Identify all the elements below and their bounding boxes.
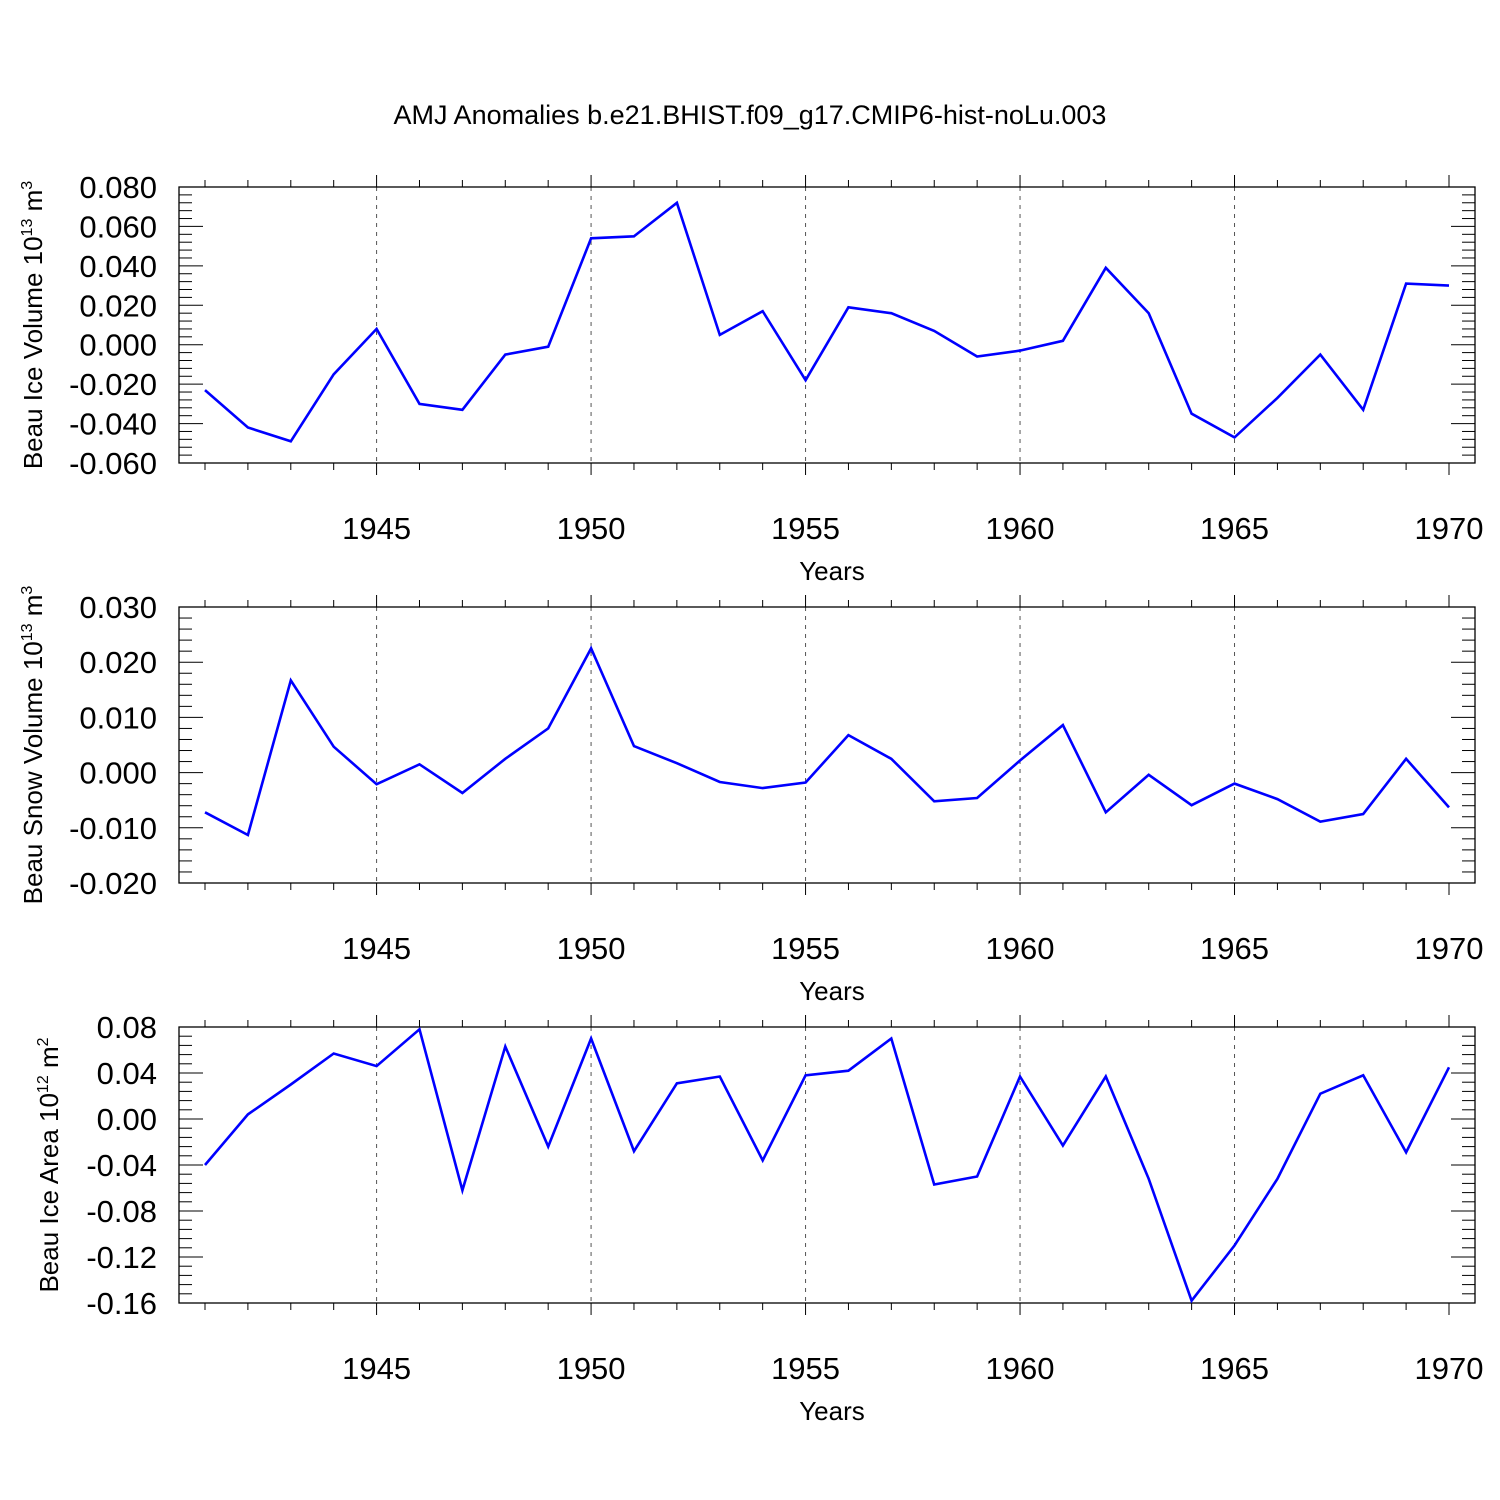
x-tick-label: 1950: [557, 1351, 626, 1386]
panel-2: -0.020 -0.010 0.000 0.010 0.020 0.030 1945 1950…: [18, 586, 1483, 1006]
y-tick-label: 0.020: [79, 288, 157, 323]
y-axis-title-part: Beau Ice Volume 10: [18, 236, 48, 469]
y-tick-label: 0.00: [97, 1102, 157, 1137]
plot-frame: [178, 186, 1476, 464]
y-axis-title-part: m: [34, 1046, 64, 1075]
y-axis-title-part: Beau Ice Area 10: [34, 1093, 64, 1292]
y-tick-label: 0.080: [79, 170, 157, 205]
x-tick-label: 1955: [771, 1351, 840, 1386]
panel-3: -0.16 -0.12 -0.08 -0.04 0.00 0.04 0.08 1945 1950…: [34, 1010, 1483, 1426]
y-tick-label: -0.060: [69, 446, 157, 481]
y-tick-label: -0.04: [86, 1148, 157, 1183]
y-tick-label: -0.020: [69, 866, 157, 901]
y-axis-title-part: 2: [35, 1037, 52, 1046]
x-axis-title: Years: [799, 976, 865, 1006]
y-axis-title-part: 13: [19, 219, 36, 237]
x-tick-label: 1950: [557, 511, 626, 546]
x-tick-label: 1970: [1415, 931, 1484, 966]
y-axis-title: Beau Ice Volume 1013 m3: [18, 181, 48, 469]
y-tick-label: 0.04: [97, 1056, 157, 1091]
y-axis-title-part: m: [18, 595, 48, 624]
x-tick-label: 1965: [1200, 511, 1269, 546]
y-axis-title-part: 3: [19, 181, 36, 190]
y-axis-title-part: Beau Snow Volume 10: [18, 641, 48, 904]
y-axis-title-part: m: [18, 190, 48, 219]
y-tick-label: 0.060: [79, 209, 157, 244]
x-axis-title: Years: [799, 556, 865, 586]
panel-1: -0.060 -0.040 -0.020 0.000 0.020 0.040 0.060 0.…: [18, 170, 1483, 586]
y-tick-label: 0.020: [79, 645, 157, 680]
y-axis-title-part: 13: [19, 623, 36, 641]
x-tick-label: 1965: [1200, 1351, 1269, 1386]
x-tick-label: 1955: [771, 931, 840, 966]
y-tick-label: 0.010: [79, 700, 157, 735]
y-axis-title-part: 12: [35, 1075, 52, 1093]
plot-frame: [178, 1026, 1476, 1304]
y-tick-label: -0.040: [69, 407, 157, 442]
page-title: AMJ Anomalies b.e21.BHIST.f09_g17.CMIP6-…: [394, 100, 1107, 130]
x-tick-label: 1945: [342, 931, 411, 966]
x-tick-label: 1955: [771, 511, 840, 546]
y-axis-title-part: 3: [19, 586, 36, 595]
y-tick-label: -0.020: [69, 367, 157, 402]
y-tick-label: 0.08: [97, 1010, 157, 1045]
y-tick-label: -0.16: [86, 1286, 157, 1321]
y-axis-title: Beau Snow Volume 1013 m3: [18, 586, 48, 905]
y-axis-title: Beau Ice Area 1012 m2: [34, 1037, 64, 1292]
y-tick-label: -0.010: [69, 811, 157, 846]
x-tick-label: 1950: [557, 931, 626, 966]
y-tick-label: 0.030: [79, 590, 157, 625]
x-tick-label: 1960: [986, 1351, 1055, 1386]
x-tick-label: 1960: [986, 511, 1055, 546]
x-tick-label: 1945: [342, 1351, 411, 1386]
plot-frame: [178, 606, 1476, 884]
y-tick-label: -0.12: [86, 1240, 157, 1275]
x-axis-title: Years: [799, 1396, 865, 1426]
series-line: [204, 200, 1450, 443]
y-tick-label: 0.000: [79, 756, 157, 791]
x-tick-label: 1970: [1415, 1351, 1484, 1386]
x-tick-label: 1945: [342, 511, 411, 546]
series-line: [204, 1026, 1451, 1304]
y-tick-label: 0.040: [79, 249, 157, 284]
series-line: [204, 645, 1450, 837]
y-tick-label: -0.08: [86, 1194, 157, 1229]
x-tick-label: 1970: [1415, 511, 1484, 546]
x-tick-label: 1960: [986, 931, 1055, 966]
x-tick-label: 1965: [1200, 931, 1269, 966]
y-tick-label: 0.000: [79, 328, 157, 363]
